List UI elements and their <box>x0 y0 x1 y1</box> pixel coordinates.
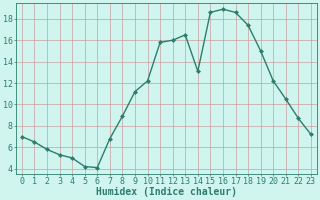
X-axis label: Humidex (Indice chaleur): Humidex (Indice chaleur) <box>96 187 237 197</box>
